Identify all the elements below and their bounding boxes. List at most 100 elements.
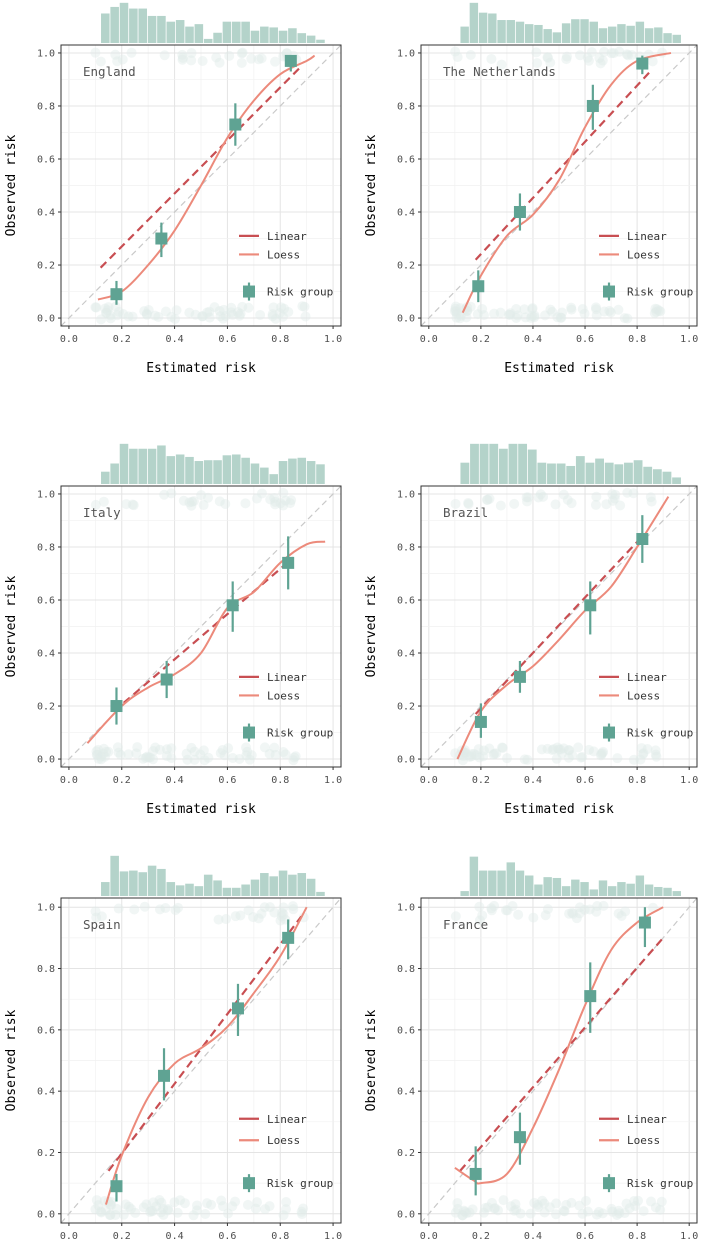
axis-ticks: 0.0 0.2 0.4 0.6 0.8 1.0 0.0 0.2 0.4 0.6 0.8 1.0 bbox=[37, 48, 342, 345]
panel-italy: Italy 0.0 0.2 0.4 0.6 0.8 1.0 0.0 0.2 0.4 0.6 0.8 1.… bbox=[4, 443, 342, 817]
outcome-point bbox=[613, 1205, 624, 1216]
outcome-point bbox=[171, 305, 182, 316]
panel-border bbox=[60, 485, 342, 768]
histogram bbox=[101, 443, 325, 484]
x-tick-label: 0.8 bbox=[271, 334, 289, 345]
outcome-point bbox=[118, 1209, 129, 1220]
outcome-point bbox=[128, 500, 139, 511]
histogram-bar bbox=[119, 443, 129, 484]
risk-group-marker bbox=[284, 54, 297, 67]
outcome-point bbox=[538, 491, 549, 502]
grid bbox=[421, 45, 697, 326]
x-tick-label: 0.0 bbox=[420, 334, 438, 345]
histogram-bar bbox=[147, 15, 157, 44]
histogram-bar bbox=[498, 448, 508, 484]
outcome-point bbox=[224, 50, 235, 61]
outcome-point bbox=[526, 310, 537, 321]
outcome-point bbox=[523, 492, 534, 503]
risk-group-marker bbox=[282, 931, 295, 944]
outcome-point bbox=[123, 311, 134, 322]
histogram-bar bbox=[231, 454, 241, 484]
histogram-bar bbox=[316, 891, 325, 896]
outcome-point bbox=[253, 913, 264, 924]
outcome-point bbox=[533, 492, 544, 503]
outcome-point bbox=[651, 306, 662, 317]
outcome-point bbox=[552, 742, 563, 753]
y-axis-label: Observed risk bbox=[4, 1009, 19, 1111]
panel-border bbox=[60, 897, 342, 1224]
outcome-point bbox=[620, 906, 631, 917]
outcome-point bbox=[455, 310, 466, 321]
outcome-point bbox=[599, 306, 610, 317]
outcome-point bbox=[290, 751, 301, 762]
outcome-point bbox=[269, 907, 280, 918]
y-tick-label: 0.2 bbox=[37, 261, 55, 272]
y-tick-label: 0.6 bbox=[397, 1025, 415, 1036]
histogram bbox=[101, 2, 325, 44]
outcome-point bbox=[278, 902, 289, 913]
outcome-point bbox=[573, 742, 584, 753]
outcome-point bbox=[558, 1205, 569, 1216]
outcome-point bbox=[166, 311, 177, 322]
x-tick-label: 0.0 bbox=[420, 1231, 438, 1242]
outcome-point bbox=[610, 489, 621, 500]
outcome-point bbox=[584, 904, 595, 915]
outcome-point bbox=[179, 1198, 190, 1209]
histogram-bar bbox=[175, 885, 185, 896]
outcome-point bbox=[93, 753, 104, 764]
histogram-bar bbox=[316, 464, 325, 484]
outcome-point bbox=[103, 302, 114, 313]
histogram-bar bbox=[633, 460, 643, 484]
histogram-bar bbox=[460, 26, 469, 43]
outcome-point bbox=[120, 1199, 131, 1210]
legend-label: Loess bbox=[627, 248, 660, 261]
y-tick-label: 0.8 bbox=[37, 101, 55, 112]
outcome-point bbox=[550, 499, 561, 510]
outcome-point bbox=[531, 47, 542, 58]
outcome-point bbox=[214, 305, 225, 316]
risk-groups bbox=[110, 536, 295, 725]
outcome-point bbox=[450, 748, 461, 759]
y-tick-label: 0.6 bbox=[397, 595, 415, 606]
outcome-point bbox=[608, 48, 619, 59]
outcome-point bbox=[484, 743, 495, 754]
axis-ticks: 0.0 0.2 0.4 0.6 0.8 1.0 0.0 0.2 0.4 0.6 0.8 1.0 bbox=[397, 489, 698, 786]
outcome-point bbox=[226, 302, 237, 313]
histogram-bar bbox=[585, 462, 595, 484]
outcome-point bbox=[203, 492, 214, 503]
outcome-point bbox=[227, 309, 238, 320]
outcome-point bbox=[482, 494, 493, 505]
outcome-point bbox=[623, 50, 634, 61]
plot-area: Italy bbox=[61, 486, 341, 767]
outcome-point bbox=[281, 1196, 292, 1207]
outcome-point bbox=[558, 743, 569, 754]
outcome-point bbox=[189, 746, 200, 757]
histogram-bar bbox=[278, 461, 288, 484]
histogram-bar bbox=[278, 870, 288, 896]
y-tick-label: 0.2 bbox=[37, 1148, 55, 1159]
outcome-point bbox=[106, 1200, 117, 1211]
risk-group-marker bbox=[155, 232, 168, 245]
outcome-point bbox=[217, 1201, 228, 1212]
histogram-bar bbox=[643, 466, 653, 484]
outcome-point bbox=[622, 487, 633, 498]
outcome-point bbox=[126, 47, 137, 58]
histogram-bar bbox=[101, 471, 110, 484]
outcome-point bbox=[486, 53, 497, 64]
histogram-bar bbox=[626, 25, 635, 43]
histogram-bar bbox=[222, 887, 232, 896]
outcome-point bbox=[566, 498, 577, 509]
legend-label: Linear bbox=[267, 1113, 307, 1126]
outcome-point bbox=[571, 913, 582, 924]
legend-label: Linear bbox=[627, 671, 667, 684]
outcome-point bbox=[242, 1199, 253, 1210]
outcome-point bbox=[90, 302, 101, 313]
outcome-point bbox=[102, 305, 113, 316]
outcome-point bbox=[555, 744, 566, 755]
histogram-bar bbox=[306, 35, 316, 43]
outcome-point bbox=[451, 306, 462, 317]
outcome-point bbox=[650, 745, 661, 756]
outcome-point bbox=[562, 494, 573, 505]
reference-line bbox=[61, 898, 341, 1223]
legend-key-risk-group-marker bbox=[603, 726, 615, 739]
